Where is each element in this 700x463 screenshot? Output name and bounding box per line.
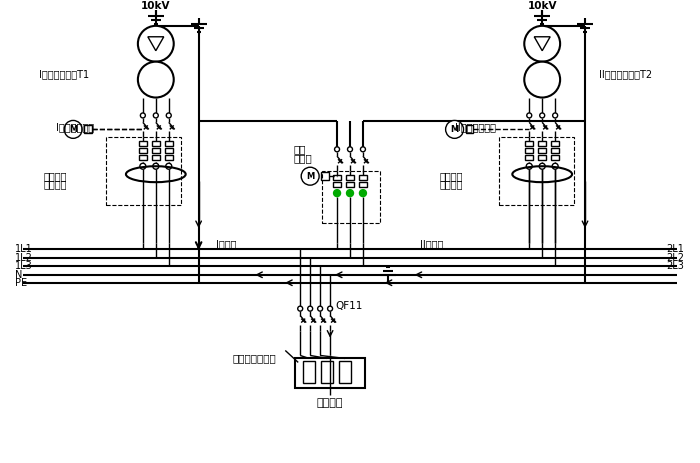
Circle shape bbox=[328, 306, 332, 311]
Text: II段进线断路器: II段进线断路器 bbox=[454, 122, 496, 132]
Text: PE: PE bbox=[15, 278, 27, 288]
Bar bbox=[84, 125, 92, 133]
Bar bbox=[152, 141, 160, 146]
Text: 断路器: 断路器 bbox=[293, 153, 312, 163]
Bar bbox=[466, 125, 473, 133]
Bar bbox=[303, 362, 315, 383]
Circle shape bbox=[539, 163, 545, 169]
Bar bbox=[139, 141, 147, 146]
Text: I段进线断路器: I段进线断路器 bbox=[56, 122, 94, 132]
Circle shape bbox=[298, 306, 302, 311]
Bar bbox=[551, 141, 559, 146]
Bar bbox=[551, 148, 559, 153]
Bar bbox=[152, 155, 160, 160]
Bar bbox=[139, 155, 147, 160]
Circle shape bbox=[301, 167, 319, 185]
Circle shape bbox=[141, 113, 146, 118]
Text: N: N bbox=[15, 270, 23, 280]
Circle shape bbox=[138, 62, 174, 98]
Circle shape bbox=[318, 306, 323, 311]
Circle shape bbox=[167, 113, 172, 118]
Bar bbox=[346, 175, 354, 180]
Circle shape bbox=[153, 113, 158, 118]
Circle shape bbox=[526, 163, 532, 169]
Text: I段母线: I段母线 bbox=[216, 239, 236, 249]
Bar bbox=[164, 155, 173, 160]
Circle shape bbox=[446, 120, 463, 138]
Text: 1L2: 1L2 bbox=[15, 253, 34, 263]
Bar bbox=[322, 171, 380, 223]
Bar bbox=[152, 148, 160, 153]
Text: 2L2: 2L2 bbox=[666, 253, 685, 263]
Bar bbox=[359, 182, 367, 187]
Circle shape bbox=[334, 190, 340, 197]
Text: M: M bbox=[69, 125, 77, 134]
Text: M: M bbox=[450, 125, 459, 134]
Bar bbox=[359, 175, 367, 180]
Text: 1L1: 1L1 bbox=[15, 244, 33, 254]
Text: 2L3: 2L3 bbox=[666, 261, 685, 271]
Circle shape bbox=[524, 26, 560, 62]
Text: QF11: QF11 bbox=[335, 300, 363, 311]
Text: 接地故障: 接地故障 bbox=[440, 171, 463, 181]
Text: 1L3: 1L3 bbox=[15, 261, 33, 271]
Bar bbox=[321, 362, 333, 383]
Text: II段母线: II段母线 bbox=[420, 239, 443, 249]
Bar bbox=[106, 138, 181, 205]
Bar bbox=[551, 155, 559, 160]
Text: 母联: 母联 bbox=[293, 144, 306, 154]
Circle shape bbox=[360, 147, 365, 152]
Circle shape bbox=[64, 120, 82, 138]
Text: 10kV: 10kV bbox=[141, 1, 171, 11]
Bar bbox=[139, 148, 147, 153]
Bar bbox=[499, 138, 574, 205]
Bar bbox=[164, 148, 173, 153]
Text: 接地故障: 接地故障 bbox=[43, 171, 66, 181]
Text: II段电力变压器T2: II段电力变压器T2 bbox=[599, 69, 652, 80]
Bar bbox=[333, 175, 341, 180]
Text: 电流检测: 电流检测 bbox=[440, 179, 463, 189]
Circle shape bbox=[140, 163, 146, 169]
Text: M: M bbox=[306, 172, 314, 181]
Bar bbox=[295, 358, 365, 388]
Circle shape bbox=[360, 190, 366, 197]
Bar bbox=[339, 362, 351, 383]
Bar bbox=[333, 182, 341, 187]
Circle shape bbox=[153, 163, 159, 169]
Text: 2L1: 2L1 bbox=[666, 244, 685, 254]
Bar bbox=[525, 148, 533, 153]
Text: 10kV: 10kV bbox=[527, 1, 557, 11]
Bar bbox=[525, 141, 533, 146]
Circle shape bbox=[524, 62, 560, 98]
Circle shape bbox=[347, 147, 353, 152]
Circle shape bbox=[552, 163, 558, 169]
Circle shape bbox=[308, 306, 313, 311]
Bar bbox=[346, 182, 354, 187]
Text: 用电设备: 用电设备 bbox=[317, 398, 343, 408]
Text: I段电力变压器T1: I段电力变压器T1 bbox=[39, 69, 89, 80]
Bar bbox=[525, 155, 533, 160]
Bar bbox=[538, 148, 546, 153]
Circle shape bbox=[553, 113, 558, 118]
Circle shape bbox=[540, 113, 545, 118]
Circle shape bbox=[346, 190, 354, 197]
Circle shape bbox=[138, 26, 174, 62]
Circle shape bbox=[335, 147, 339, 152]
Bar bbox=[538, 141, 546, 146]
Bar bbox=[321, 172, 329, 180]
Bar bbox=[164, 141, 173, 146]
Text: 单相接地故障点: 单相接地故障点 bbox=[232, 353, 276, 363]
Text: 电流检测: 电流检测 bbox=[43, 179, 66, 189]
Bar bbox=[538, 155, 546, 160]
Circle shape bbox=[527, 113, 532, 118]
Circle shape bbox=[166, 163, 172, 169]
